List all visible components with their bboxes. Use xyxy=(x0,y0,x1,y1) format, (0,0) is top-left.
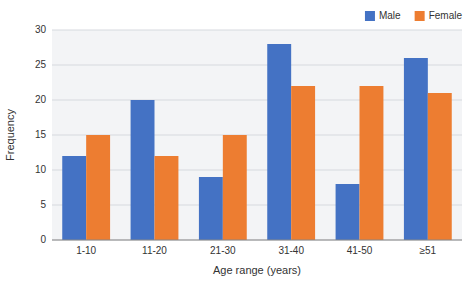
bar xyxy=(404,58,428,240)
bar xyxy=(291,86,315,240)
x-tick-label: 31-40 xyxy=(278,245,304,256)
page: {"chart_data": {"type": "bar", "categori… xyxy=(0,0,474,282)
bar xyxy=(86,135,110,240)
chart-svg: 0 5 10 15 20 25 30 1-10 11-20 21-30 31-40 41-50 ≥51 A… xyxy=(0,0,474,282)
bar xyxy=(267,44,291,240)
legend-item: Female xyxy=(415,10,463,21)
y-tick-label: 30 xyxy=(35,24,47,35)
plot-background xyxy=(52,30,462,240)
x-tick-label: 21-30 xyxy=(210,245,236,256)
x-axis-label: Age range (years) xyxy=(213,264,301,276)
legend-item: Male xyxy=(365,10,401,21)
legend: Male Female xyxy=(365,10,462,21)
bar xyxy=(223,135,247,240)
y-tick-label: 20 xyxy=(35,94,47,105)
chart-container: 0 5 10 15 20 25 30 1-10 11-20 21-30 31-40 41-50 ≥51 A… xyxy=(0,0,474,282)
y-axis-label: Frequency xyxy=(4,109,16,161)
x-tick-label: 1-10 xyxy=(76,245,96,256)
bar xyxy=(360,86,384,240)
grid xyxy=(52,30,462,240)
y-tick-label: 15 xyxy=(35,129,47,140)
bar xyxy=(199,177,223,240)
y-tick-label: 0 xyxy=(40,234,46,245)
y-tick-label: 10 xyxy=(35,164,47,175)
x-axis-line xyxy=(52,240,462,241)
bar xyxy=(131,100,155,240)
y-ticks: 0 5 10 15 20 25 30 xyxy=(35,24,47,245)
legend-swatch xyxy=(415,11,425,21)
bar xyxy=(428,93,452,240)
grid-line xyxy=(52,100,462,101)
legend-label: Male xyxy=(379,10,401,21)
grid-line xyxy=(52,205,462,206)
bar xyxy=(155,156,179,240)
bars xyxy=(62,44,452,240)
grid-line xyxy=(52,170,462,171)
y-tick-label: 5 xyxy=(40,199,46,210)
grid-line xyxy=(52,30,462,31)
bar xyxy=(62,156,86,240)
x-tick-label: ≥51 xyxy=(420,245,437,256)
legend-swatch xyxy=(365,11,375,21)
grid-line xyxy=(52,135,462,136)
grid-line xyxy=(52,240,462,241)
grid-line xyxy=(52,65,462,66)
legend-label: Female xyxy=(429,10,463,21)
bar xyxy=(336,184,360,240)
x-tick-label: 11-20 xyxy=(142,245,167,256)
x-tick-label: 41-50 xyxy=(347,245,373,256)
y-tick-label: 25 xyxy=(35,59,47,70)
x-ticks: 1-10 11-20 21-30 31-40 41-50 ≥51 xyxy=(76,245,436,256)
